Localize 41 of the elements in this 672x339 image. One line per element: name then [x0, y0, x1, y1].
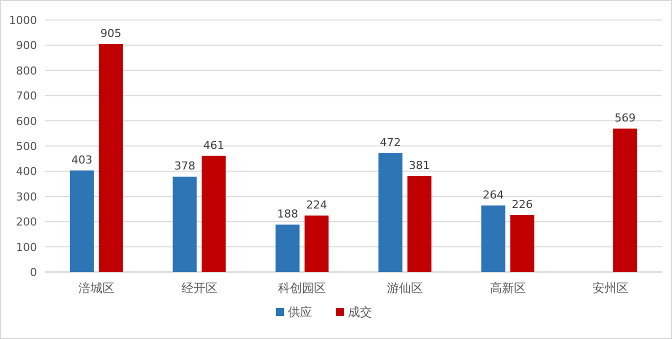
y-tick-label: 100	[16, 240, 37, 254]
bar	[613, 128, 638, 272]
bar	[481, 205, 506, 272]
data-label: 403	[71, 153, 92, 166]
data-label: 378	[174, 160, 196, 173]
y-tick-label: 1000	[9, 14, 37, 27]
y-tick-label: 600	[16, 114, 37, 128]
legend-label: 成交	[348, 305, 372, 319]
bar	[407, 176, 432, 272]
data-label: 461	[203, 138, 224, 152]
bar	[172, 176, 197, 272]
data-label: 905	[100, 26, 122, 40]
x-tick-label: 游仙区	[386, 281, 423, 295]
y-tick-label: 200	[16, 216, 37, 229]
data-label: 472	[380, 136, 401, 150]
x-tick-label: 经开区	[181, 281, 218, 295]
data-label: 226	[512, 198, 533, 212]
bar	[304, 216, 329, 272]
bar	[378, 153, 402, 272]
legend-label: 供应	[288, 305, 312, 319]
bar	[70, 170, 94, 272]
bar	[202, 156, 226, 272]
y-tick-label: 500	[16, 140, 37, 153]
data-label: 224	[306, 198, 328, 212]
y-tick-label: 900	[16, 39, 37, 52]
y-tick-label: 700	[16, 90, 37, 103]
bar	[276, 224, 300, 272]
data-label: 188	[277, 208, 298, 221]
data-label: 569	[614, 112, 636, 125]
y-tick-label: 300	[16, 190, 37, 204]
x-tick-label: 高新区	[490, 281, 526, 295]
data-label: 264	[482, 188, 504, 202]
y-tick-label: 400	[16, 165, 37, 178]
y-tick-label: 800	[16, 64, 37, 78]
bar	[510, 215, 534, 272]
data-label: 381	[408, 158, 430, 172]
y-tick-label: 0	[30, 266, 37, 279]
x-tick-label: 涪城区	[78, 281, 114, 295]
x-tick-label: 科创园区	[278, 281, 326, 295]
x-tick-label: 安州区	[592, 281, 629, 295]
bar	[98, 44, 123, 272]
